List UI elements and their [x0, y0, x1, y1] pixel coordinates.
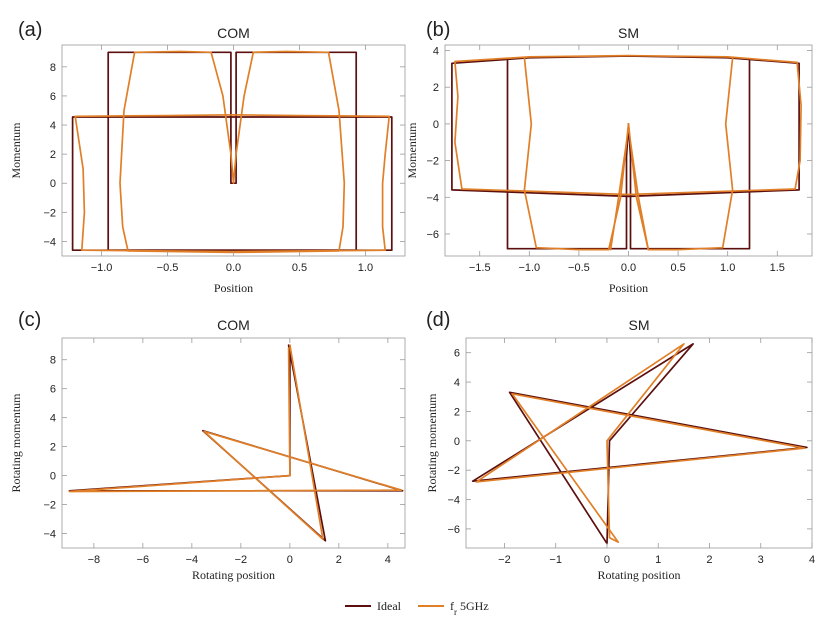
x-tick-label: −2: [498, 554, 511, 566]
y-tick-label: 4: [50, 413, 56, 425]
chart-title-c: COM: [217, 317, 250, 333]
x-axis-label-a: Position: [214, 281, 253, 295]
x-axis-label-c: Rotating position: [192, 568, 275, 582]
x-axis-label-b: Position: [609, 281, 648, 295]
y-tick-label: 0: [454, 436, 460, 448]
series-fr-5ghz-line-b-1: [523, 56, 734, 251]
y-tick-label: 0: [433, 119, 439, 131]
y-tick-label: 6: [50, 384, 56, 396]
panel-c: (c) COM −8 −6 −4 −2 0 2 4 −4 −2 0 2 4 6 8 Rotating posit…: [9, 309, 406, 582]
x-tick-label: −1.0: [518, 262, 540, 274]
x-tick-label: 1.0: [720, 262, 735, 274]
y-axis-label-c: Rotating momentum: [9, 393, 23, 493]
y-tick-label: 8: [50, 355, 56, 367]
y-tick-label: −4: [447, 495, 460, 507]
x-tick-label: 1.0: [358, 262, 373, 274]
y-tick-label: 6: [50, 91, 56, 103]
plot-frame-b: [444, 44, 813, 257]
x-tick-label: −4: [186, 554, 199, 566]
legend-label-0: Ideal: [377, 599, 402, 613]
legend: Ideal fr 5GHz: [345, 599, 489, 617]
y-tick-label: −4: [43, 529, 56, 541]
plot-area-c: [68, 344, 404, 542]
series-ideal-line-d-0: [471, 343, 808, 545]
panel-a: (a) COM −1.0 −0.5 0.0 0.5 1.0 −4 −2 0 2 4 6 8 Position…: [9, 19, 406, 295]
x-tick-label: 0: [604, 554, 610, 566]
plot-area-b: [451, 54, 802, 251]
series-fr-5ghz-line-d-0: [475, 343, 806, 543]
series-ideal-line-a-1: [71, 116, 393, 252]
plot-frame-a: [61, 44, 406, 257]
series-fr-5ghz-line-b-2: [609, 141, 628, 251]
x-tick-label: 2: [336, 554, 342, 566]
y-tick-label: −6: [426, 229, 439, 241]
x-tick-label: −8: [88, 554, 101, 566]
y-tick-label: 0: [50, 471, 56, 483]
x-tick-label: −2: [235, 554, 248, 566]
series-fr-5ghz-line-b-3: [629, 141, 650, 251]
panel-label-a: (a): [18, 19, 42, 41]
plot-area-d: [471, 343, 808, 545]
y-tick-label: −2: [447, 465, 460, 477]
plot-frame-d: [465, 337, 813, 549]
x-tick-label: −6: [137, 554, 150, 566]
x-tick-label: 0.0: [226, 262, 241, 274]
x-tick-label: 0.5: [292, 262, 307, 274]
panel-b: (b) SM −1.5 −1.0 −0.5 0.0 0.5 1.0 1.5 −6 −4 −2 0 2 4 Po…: [405, 19, 813, 295]
panel-d: (d) SM −2 −1 0 1 2 3 4 −6 −4 −2 0 2 4 6 Rotating positio…: [425, 309, 815, 582]
x-tick-label: 2: [706, 554, 712, 566]
y-tick-label: 2: [50, 442, 56, 454]
x-tick-label: 0.5: [670, 262, 685, 274]
y-axis-label-b: Momentum: [405, 122, 419, 179]
x-tick-label: −1.0: [91, 262, 113, 274]
series-ideal-line-b-1: [506, 59, 751, 250]
series-fr-5ghz-line-a-1: [74, 113, 391, 253]
chart-title-b: SM: [618, 25, 639, 41]
y-tick-label: −2: [43, 500, 56, 512]
chart-title-a: COM: [217, 25, 250, 41]
y-tick-label: −6: [447, 524, 460, 536]
series-fr-5ghz-line-a-0: [119, 50, 346, 254]
plot-frame-c: [61, 337, 406, 549]
series-ideal-line-a-0: [107, 51, 358, 252]
x-tick-label: 3: [758, 554, 764, 566]
x-tick-label: 1: [655, 554, 661, 566]
x-tick-label: −1: [549, 554, 562, 566]
y-axis-label-d: Rotating momentum: [425, 393, 439, 493]
series-ideal-line-c-0: [68, 344, 404, 542]
legend-label-1: fr 5GHz: [450, 599, 489, 617]
y-tick-label: 6: [454, 348, 460, 360]
series-ideal-line-b-0: [451, 55, 800, 198]
x-axis-label-d: Rotating position: [597, 568, 680, 582]
y-tick-label: 2: [454, 406, 460, 418]
x-tick-label: −0.5: [157, 262, 179, 274]
x-tick-label: −1.5: [469, 262, 491, 274]
y-tick-label: 4: [454, 377, 460, 389]
x-tick-label: 4: [809, 554, 815, 566]
x-tick-label: 0: [287, 554, 293, 566]
y-axis-label-a: Momentum: [9, 122, 23, 179]
panel-label-c: (c): [18, 309, 41, 331]
panel-label-d: (d): [426, 309, 450, 331]
y-tick-label: 2: [433, 82, 439, 94]
y-tick-label: −4: [43, 236, 56, 248]
y-tick-label: 2: [50, 149, 56, 161]
series-fr-5ghz-line-b-0: [454, 54, 802, 196]
y-tick-label: 0: [50, 178, 56, 190]
y-tick-label: −4: [426, 192, 439, 204]
plot-area-a: [71, 50, 393, 254]
y-tick-label: −2: [43, 207, 56, 219]
y-tick-label: 4: [433, 46, 439, 58]
series-fr-5ghz-line-c-0: [68, 344, 403, 541]
x-tick-label: 4: [385, 554, 391, 566]
x-tick-label: −0.5: [568, 262, 590, 274]
x-tick-label: 0.0: [621, 262, 636, 274]
panel-label-b: (b): [426, 19, 450, 41]
x-tick-label: 1.5: [770, 262, 785, 274]
y-tick-label: 4: [50, 120, 56, 132]
chart-title-d: SM: [629, 317, 650, 333]
y-tick-label: 8: [50, 62, 56, 74]
y-tick-label: −2: [426, 156, 439, 168]
